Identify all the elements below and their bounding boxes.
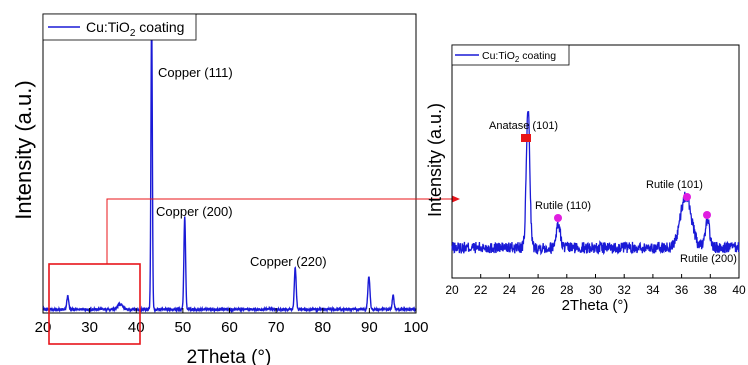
inset-x-tick-label: 28 [560, 283, 574, 297]
main-x-axis-label: 2Theta (°) [187, 347, 272, 365]
inset-x-tick-label: 40 [732, 283, 746, 297]
main-x-tick-label: 80 [314, 319, 331, 336]
zoom-region-box [48, 263, 141, 345]
annotation-copper-220: Copper (220) [250, 254, 327, 269]
zoom-connector [106, 195, 460, 264]
main-x-tick-label: 60 [221, 319, 238, 336]
annotation-rutile-200: Rutile (200) [680, 253, 737, 265]
inset-legend: Cu:TiO2 coating [451, 44, 570, 66]
main-x-tick-label: 20 [35, 319, 52, 336]
rutile-110-marker [554, 214, 562, 222]
main-series-line [42, 16, 417, 314]
main-x-tick-label: 30 [81, 319, 98, 336]
rutile-101-marker [683, 193, 691, 201]
inset-x-tick-label: 36 [675, 283, 689, 297]
inset-legend-label: Cu:TiO2 coating [482, 50, 556, 64]
main-legend: Cu:TiO2 coating [42, 13, 197, 41]
main-plot-frame [42, 13, 417, 314]
annotation-copper-111: Copper (111) [158, 65, 233, 80]
anatase-marker [521, 134, 531, 142]
inset-chart: 20 22 24 26 28 30 32 34 36 38 40 Cu:TiO2 coating A… [425, 44, 746, 314]
main-x-tick-label: 90 [361, 319, 378, 336]
main-x-tick-label: 50 [175, 319, 192, 336]
inset-x-tick-label: 24 [503, 283, 517, 297]
annotation-anatase-101: Anatase (101) [489, 120, 558, 132]
inset-x-tick-label: 34 [646, 283, 660, 297]
inset-x-axis-label: 2Theta (°) [562, 297, 629, 314]
annotation-rutile-101: Rutile (101) [646, 179, 703, 191]
inset-series-line [451, 110, 740, 256]
main-chart: 20 30 40 50 60 70 80 90 100 Cu:TiO2 coating Copp… [11, 13, 429, 365]
rutile-200-marker [703, 211, 711, 219]
inset-y-axis-label: Intensity (a.u.) [425, 103, 445, 217]
inset-x-tick-label: 20 [445, 283, 459, 297]
inset-x-ticks: 20 22 24 26 28 30 32 34 36 38 40 [445, 274, 746, 297]
annotation-rutile-110: Rutile (110) [535, 200, 591, 212]
main-x-tick-label: 100 [403, 319, 428, 336]
main-x-tick-label: 40 [128, 319, 145, 336]
inset-x-tick-label: 22 [474, 283, 488, 297]
main-y-axis-label: Intensity (a.u.) [11, 80, 36, 219]
inset-x-tick-label: 38 [704, 283, 718, 297]
main-x-ticks: 20 30 40 50 60 70 80 90 100 [35, 308, 429, 336]
inset-x-tick-label: 26 [531, 283, 545, 297]
annotation-copper-200: Copper (200) [156, 204, 233, 219]
main-x-tick-label: 70 [268, 319, 285, 336]
inset-x-tick-label: 30 [589, 283, 603, 297]
inset-x-tick-label: 32 [618, 283, 632, 297]
main-legend-label: Cu:TiO2 coating [86, 19, 184, 39]
